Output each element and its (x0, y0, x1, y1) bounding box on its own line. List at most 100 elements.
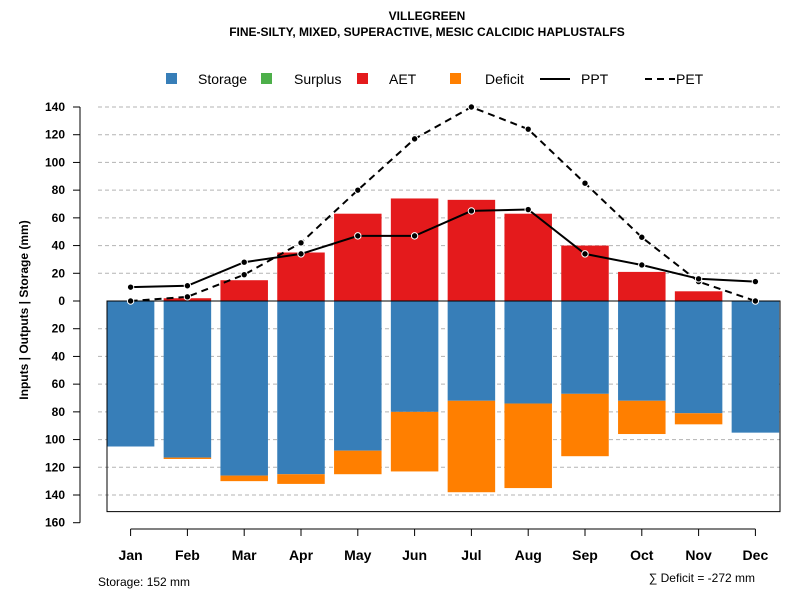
aet-bar (618, 271, 666, 301)
legend-label: AET (389, 71, 417, 87)
ppt-line (130, 208, 756, 289)
aet-bar (504, 213, 552, 301)
aet-bar (390, 198, 439, 301)
y-tick-label: 140 (45, 100, 65, 114)
storage-bar (731, 301, 780, 433)
aet-bar (447, 199, 496, 301)
pet-line-point (183, 293, 192, 301)
x-tick-label: Jan (119, 547, 143, 563)
deficit-bar (674, 413, 723, 425)
storage-bar (163, 301, 212, 458)
aet-bar (334, 213, 382, 301)
legend-label: Deficit (485, 71, 524, 87)
deficit-bar (390, 411, 439, 472)
pet-line-point (524, 125, 532, 133)
legend-swatch (166, 73, 177, 84)
y-tick-label: 140 (45, 488, 65, 502)
storage-bar (220, 301, 268, 476)
pet-line-point (467, 103, 476, 111)
ppt-line-point (297, 250, 305, 258)
ppt-line-point (751, 277, 760, 286)
storage-bar (390, 301, 439, 412)
y-tick-label: 40 (52, 239, 66, 253)
ppt-line-point (183, 282, 192, 290)
storage-capacity-box (106, 300, 781, 513)
legend-label: PET (676, 71, 704, 87)
aet-bar (277, 252, 325, 301)
deficit-bar (561, 393, 609, 457)
legend-label: PPT (581, 71, 609, 87)
pet-line-point (410, 135, 419, 143)
y-tick-label: 100 (45, 155, 65, 169)
storage-bar (106, 301, 155, 447)
y-tick-label: 100 (45, 433, 65, 447)
pet-line-point (581, 179, 589, 187)
x-tick-label: Aug (515, 547, 542, 563)
pet-line-point (354, 186, 362, 194)
bars (106, 198, 780, 493)
deficit-annotation: ∑ Deficit = -272 mm (649, 571, 755, 585)
ppt-line-point (638, 261, 646, 269)
legend-swatch (450, 73, 461, 84)
ppt-line-point (126, 283, 135, 291)
deficit-bar (220, 475, 268, 482)
chart-subtitle: FINE-SILTY, MIXED, SUPERACTIVE, MESIC CA… (229, 25, 625, 39)
y-tick-label: 60 (52, 211, 66, 225)
deficit-bar (334, 450, 382, 475)
storage-bar (334, 301, 382, 451)
x-tick-label: Sep (572, 547, 598, 563)
deficit-bar (504, 403, 552, 489)
lines (126, 103, 760, 305)
pet-line-point (297, 239, 305, 247)
y-axis-title: Inputs | Outputs | Storage (mm) (17, 220, 31, 399)
legend-label: Surplus (294, 71, 341, 87)
storage-bar (447, 301, 496, 401)
deficit-bar (618, 400, 666, 435)
legend-label: Storage (198, 71, 247, 87)
y-tick-label: 160 (45, 516, 65, 530)
legend-swatch (357, 73, 368, 84)
ppt-line-point (467, 207, 476, 215)
ppt-line-point (410, 232, 419, 240)
x-tick-label: May (344, 547, 371, 563)
ppt-line-point (694, 275, 703, 283)
y-tick-label: 60 (52, 377, 66, 391)
storage-bar (561, 301, 609, 394)
aet-bar (674, 291, 723, 301)
x-tick-label: Feb (175, 547, 200, 563)
y-tick-label: 20 (52, 322, 66, 336)
x-tick-label: Nov (685, 547, 712, 563)
pet-line-point (126, 297, 135, 305)
chart-title: VILLEGREEN (389, 9, 466, 23)
ppt-line-point (524, 205, 532, 214)
storage-bar (674, 301, 723, 414)
pet-line-point (751, 297, 760, 305)
y-tick-label: 20 (52, 266, 66, 280)
x-tick-label: Jun (402, 547, 427, 563)
x-tick-label: Apr (289, 547, 314, 563)
storage-bar (618, 301, 666, 401)
storage-bar (277, 301, 325, 475)
y-tick-label: 0 (58, 294, 65, 308)
plot-box (106, 300, 781, 513)
deficit-bar (277, 474, 325, 484)
x-tick-label: Dec (743, 547, 769, 563)
pet-line-point (240, 270, 248, 279)
y-axis: 140 120 100 80 60 40 20 0 20 40 60 80 100 120 140 160 (45, 100, 81, 530)
y-tick-label: 40 (52, 349, 66, 363)
pet-line (130, 105, 756, 302)
deficit-bar (447, 400, 496, 493)
x-axis: Jan Feb Mar Apr May Jun Jul Aug Sep Oct Nov Dec (119, 528, 769, 563)
y-tick-label: 120 (45, 128, 65, 142)
x-tick-label: Jul (461, 547, 481, 563)
gridlines (98, 106, 780, 496)
legend-swatch (261, 73, 272, 84)
ppt-line-point (581, 250, 589, 258)
legend: Storage Surplus AET Deficit PPT PET (166, 71, 704, 87)
storage-annotation: Storage: 152 mm (98, 575, 190, 589)
y-tick-label: 80 (52, 183, 66, 197)
ppt-line-point (354, 232, 362, 240)
ppt-line-point (240, 258, 248, 266)
x-tick-label: Mar (232, 547, 257, 563)
